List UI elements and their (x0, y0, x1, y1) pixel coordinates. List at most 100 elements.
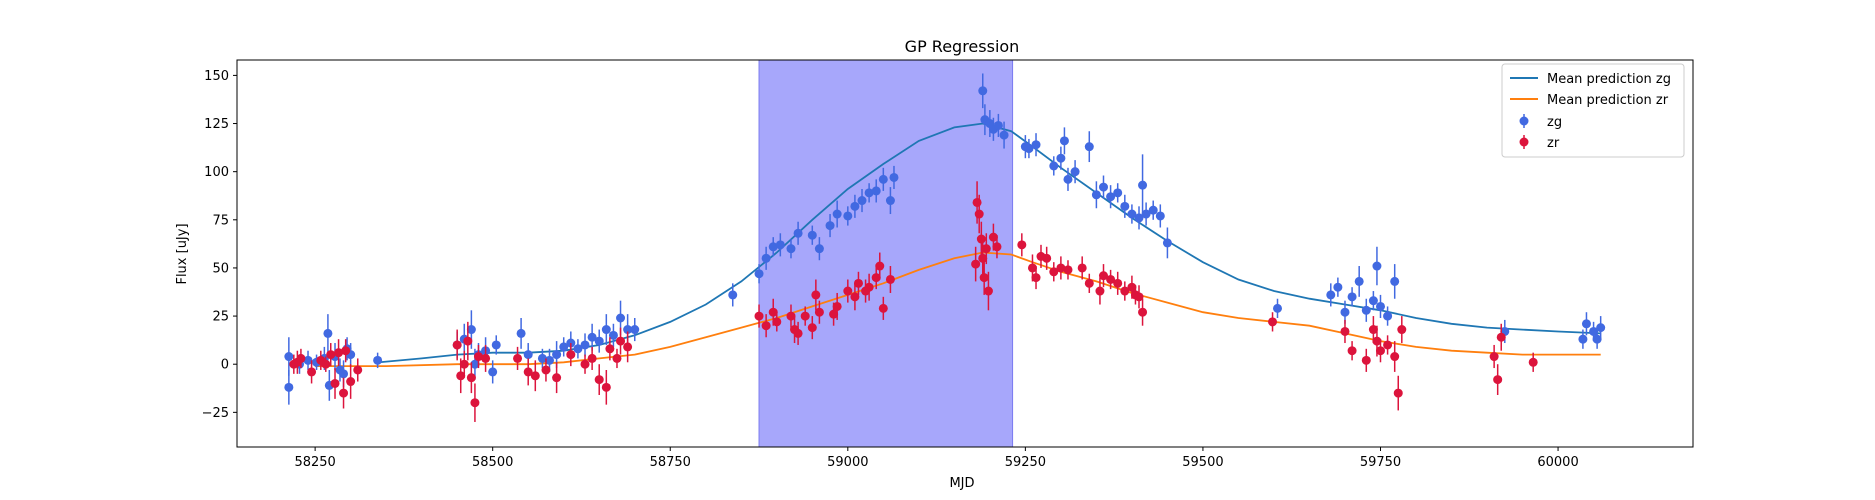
y-tick-label: −25 (202, 406, 229, 421)
zg-point (1056, 146, 1066, 170)
zr-point (843, 279, 853, 303)
zr-point (1493, 364, 1503, 396)
zr-point (1361, 348, 1371, 372)
zg-marker (1354, 276, 1364, 286)
zr-point (983, 271, 993, 311)
x-tick-label: 59500 (1182, 455, 1223, 470)
zg-point (1106, 185, 1116, 209)
zg-marker (623, 325, 633, 335)
zg-marker (1113, 188, 1123, 198)
zg-marker (889, 172, 899, 182)
zg-point (1024, 138, 1034, 159)
zr-point (296, 348, 306, 369)
legend-label-zg: zg (1547, 115, 1562, 130)
zr-marker (976, 234, 986, 244)
zr-point (1393, 375, 1403, 411)
zr-point (772, 312, 782, 332)
zr-marker (1361, 355, 1371, 365)
zg-point (1138, 154, 1148, 216)
zr-marker (452, 340, 462, 350)
zr-marker (587, 353, 597, 363)
zr-marker (616, 336, 626, 346)
zg-point (1333, 277, 1343, 297)
zr-point (594, 364, 604, 396)
y-tick-label: 25 (212, 310, 229, 325)
zr-marker (1347, 346, 1357, 356)
zr-point (1489, 344, 1499, 369)
zr-marker (601, 382, 611, 392)
zg-marker (284, 352, 294, 362)
zr-marker (1095, 286, 1105, 296)
zg-point (885, 187, 895, 215)
zr-marker (321, 359, 331, 369)
zg-point (284, 337, 294, 376)
zr-marker (513, 353, 523, 363)
zr-marker (875, 261, 885, 271)
zr-marker (1098, 271, 1108, 281)
zr-point (523, 358, 533, 386)
zg-marker (1333, 282, 1343, 292)
zg-marker (545, 355, 555, 365)
zr-marker (1027, 263, 1037, 273)
zg-point (1070, 160, 1080, 184)
zr-marker (1138, 307, 1148, 317)
zg-point (825, 214, 835, 238)
legend-zg-marker-swatch (1519, 116, 1529, 126)
zr-marker (1063, 265, 1073, 275)
zg-point (843, 206, 853, 226)
zr-marker (983, 286, 993, 296)
zg-marker (1138, 180, 1148, 190)
zr-marker (979, 273, 989, 283)
zg-point (1372, 246, 1382, 286)
zr-marker (552, 373, 562, 383)
zr-point (612, 348, 622, 369)
zg-marker (616, 313, 626, 323)
zr-point (623, 331, 633, 363)
zr-point (473, 344, 483, 369)
zr-point (981, 233, 991, 265)
zg-point (491, 335, 501, 355)
x-tick-label: 58250 (294, 455, 335, 470)
zg-marker (608, 330, 618, 340)
zr-point (307, 360, 317, 384)
zr-point (470, 383, 480, 422)
zg-point (999, 121, 1009, 149)
zg-point (1592, 329, 1602, 349)
zr-point (971, 246, 981, 282)
zg-point (1084, 131, 1094, 163)
zg-point (1098, 175, 1108, 199)
zg-point (1368, 291, 1378, 311)
zg-point (1162, 227, 1172, 259)
zr-marker (768, 307, 778, 317)
zr-marker (623, 342, 633, 352)
zg-point (488, 360, 498, 384)
zr-point (463, 321, 473, 361)
zr-marker (1397, 325, 1407, 335)
y-tick-label: 0 (221, 358, 229, 373)
zg-point (323, 314, 333, 353)
zr-point (786, 304, 796, 328)
zr-marker (1134, 292, 1144, 302)
zg-marker (1375, 301, 1385, 311)
zr-marker (988, 232, 998, 242)
zr-marker (1268, 317, 1278, 327)
zg-marker (601, 325, 611, 335)
legend-box (1501, 63, 1685, 158)
zg-point (1361, 298, 1371, 322)
zg-point (1148, 200, 1158, 220)
zr-point (814, 300, 824, 324)
zg-marker (768, 242, 778, 252)
zg-marker (793, 228, 803, 238)
zr-point (339, 377, 349, 409)
zg-marker (843, 211, 853, 221)
zr-marker (326, 350, 336, 360)
zg-marker (1148, 205, 1158, 215)
zr-marker (1113, 278, 1123, 288)
zr-marker (580, 359, 590, 369)
zr-point (1375, 339, 1385, 363)
zg-point (608, 323, 618, 347)
zg-marker (1155, 211, 1165, 221)
zg-point (832, 200, 842, 228)
zr-marker (971, 259, 981, 269)
zg-marker (1063, 174, 1073, 184)
